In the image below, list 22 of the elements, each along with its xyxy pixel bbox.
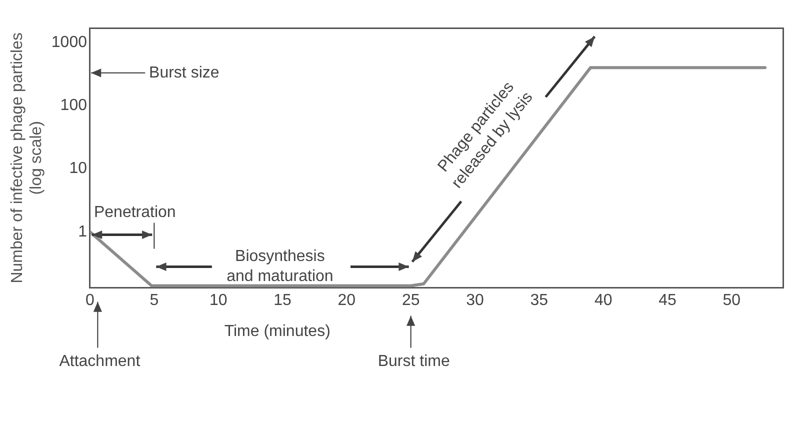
x-tick-label: 10 [209,292,228,309]
text: Burst time [378,353,450,370]
x-tick-label: 25 [402,292,420,309]
annotation: Burst size [149,64,220,82]
x-tick-label: 30 [466,292,484,309]
x-tick-label: 35 [530,292,548,309]
x-axis-title: Time (minutes) [224,323,330,340]
y-tick-label: 1 [78,223,88,240]
x-tick-label: 20 [338,292,356,309]
annotation: Biosynthesis and maturation [226,248,334,286]
y-tick-label: 100 [60,97,88,114]
y-tick-label: 1000 [51,34,88,51]
y-tick-label: 10 [69,160,88,178]
x-tick-label: 40 [594,292,612,309]
x-tick-label: 45 [658,292,676,309]
text: Attachment [59,353,141,370]
x-tick-label: 0 [86,292,95,309]
x-tick-label: 5 [150,292,159,309]
y-axis-title: Number of infective phage particles (log scale) [9,32,46,284]
annotation: Penetration [94,204,176,222]
x-tick-label: 15 [274,292,292,309]
x-tick-label: 50 [722,292,741,309]
